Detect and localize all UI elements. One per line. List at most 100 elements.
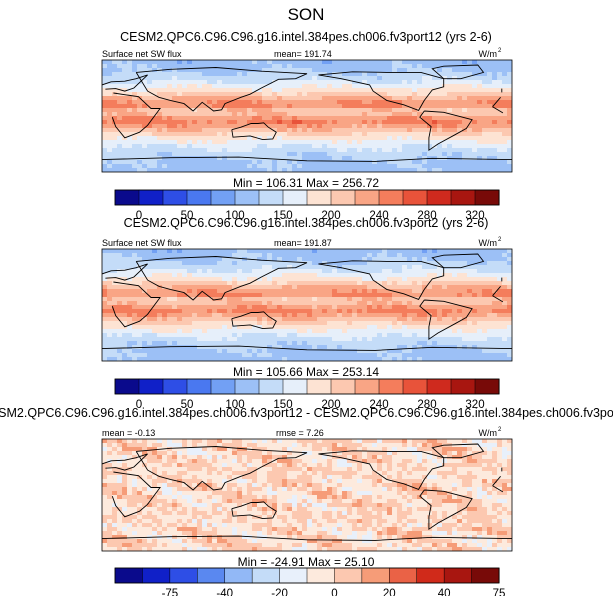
heatmap-cell: [392, 160, 398, 165]
heatmap-cell: [182, 92, 188, 97]
heatmap-cell: [157, 84, 163, 89]
heatmap-cell: [472, 168, 478, 172]
heatmap-cell: [502, 281, 508, 286]
heatmap-cell: [357, 100, 363, 105]
heatmap-cell: [302, 357, 308, 361]
heatmap-cell: [187, 164, 193, 169]
heatmap-cell: [262, 128, 268, 133]
heatmap-cell: [212, 277, 218, 282]
heatmap-cell: [467, 297, 473, 302]
heatmap-cell: [152, 321, 158, 326]
heatmap-cell: [397, 333, 403, 338]
heatmap-cell: [287, 152, 293, 157]
heatmap-cell: [432, 321, 438, 326]
heatmap-cell: [132, 337, 138, 342]
heatmap-cell: [412, 144, 418, 149]
heatmap-cell: [257, 60, 263, 65]
heatmap-cell: [417, 84, 423, 89]
heatmap-cell: [337, 112, 343, 117]
heatmap-cell: [352, 273, 358, 278]
heatmap-cell: [302, 136, 308, 141]
heatmap-cell: [382, 447, 388, 452]
heatmap-cell: [322, 96, 328, 101]
heatmap-cell: [472, 253, 478, 258]
heatmap-cell: [287, 273, 293, 278]
heatmap-cell: [182, 160, 188, 165]
heatmap-cell: [152, 301, 158, 306]
heatmap-cell: [352, 136, 358, 141]
heatmap-cell: [427, 96, 433, 101]
heatmap-cell: [107, 281, 113, 286]
heatmap-cell: [187, 160, 193, 165]
heatmap-cell: [222, 116, 228, 121]
heatmap-cell: [187, 136, 193, 141]
heatmap-cell: [322, 92, 328, 97]
heatmap-cell: [272, 447, 278, 452]
heatmap-cell: [412, 249, 418, 254]
heatmap-cell: [152, 341, 158, 346]
heatmap-cell: [262, 317, 268, 322]
heatmap-cell: [332, 341, 338, 346]
heatmap-cell: [302, 285, 308, 290]
heatmap-cell: [112, 76, 118, 81]
heatmap-cell: [212, 345, 218, 350]
heatmap-cell: [212, 76, 218, 81]
heatmap-cell: [222, 156, 228, 161]
heatmap-cell: [112, 156, 118, 161]
heatmap-cell: [127, 112, 133, 117]
heatmap-cell: [462, 265, 468, 270]
heatmap-cell: [157, 349, 163, 354]
heatmap-cell: [372, 132, 378, 137]
heatmap-cell: [222, 124, 228, 129]
heatmap-cell: [462, 341, 468, 346]
heatmap-cell: [302, 88, 308, 93]
heatmap-cell: [362, 88, 368, 93]
heatmap-cell: [157, 136, 163, 141]
heatmap-cell: [177, 76, 183, 81]
heatmap-cell: [477, 136, 483, 141]
heatmap-cell: [347, 116, 353, 121]
heatmap-cell: [297, 152, 303, 157]
heatmap-cell: [137, 447, 143, 452]
heatmap-cell: [507, 447, 512, 452]
heatmap-cell: [102, 64, 108, 69]
heatmap-cell: [202, 168, 208, 172]
heatmap-cell: [327, 325, 333, 330]
heatmap-cell: [487, 148, 493, 153]
heatmap-cell: [172, 116, 178, 121]
heatmap-cell: [162, 116, 168, 121]
heatmap-cell: [292, 80, 298, 85]
heatmap-cell: [347, 261, 353, 266]
heatmap-cell: [172, 297, 178, 302]
heatmap-cell: [272, 261, 278, 266]
heatmap-cell: [357, 96, 363, 101]
heatmap-cell: [407, 305, 413, 310]
heatmap-cell: [267, 88, 273, 93]
heatmap-cell: [122, 317, 128, 322]
heatmap-cell: [447, 289, 453, 294]
heatmap-cell: [427, 277, 433, 282]
heatmap-cell: [302, 261, 308, 266]
heatmap-cell: [437, 60, 443, 65]
heatmap-cell: [202, 112, 208, 117]
heatmap-cell: [227, 309, 233, 314]
heatmap-cell: [127, 160, 133, 165]
heatmap-cell: [157, 116, 163, 121]
heatmap-cell: [402, 293, 408, 298]
heatmap-cell: [497, 68, 503, 73]
heatmap-cell: [287, 156, 293, 161]
heatmap-cell: [427, 349, 433, 354]
heatmap-cell: [422, 333, 428, 338]
heatmap-cell: [207, 72, 213, 77]
heatmap-cell: [447, 76, 453, 81]
heatmap-cell: [377, 148, 383, 153]
heatmap-cell: [212, 108, 218, 113]
heatmap-cell: [152, 136, 158, 141]
heatmap-cell: [257, 164, 263, 169]
heatmap-cell: [437, 84, 443, 89]
heatmap-cell: [352, 439, 358, 444]
heatmap-cell: [437, 357, 443, 361]
heatmap-cell: [392, 104, 398, 109]
heatmap-cell: [362, 265, 368, 270]
heatmap-cell: [222, 80, 228, 85]
